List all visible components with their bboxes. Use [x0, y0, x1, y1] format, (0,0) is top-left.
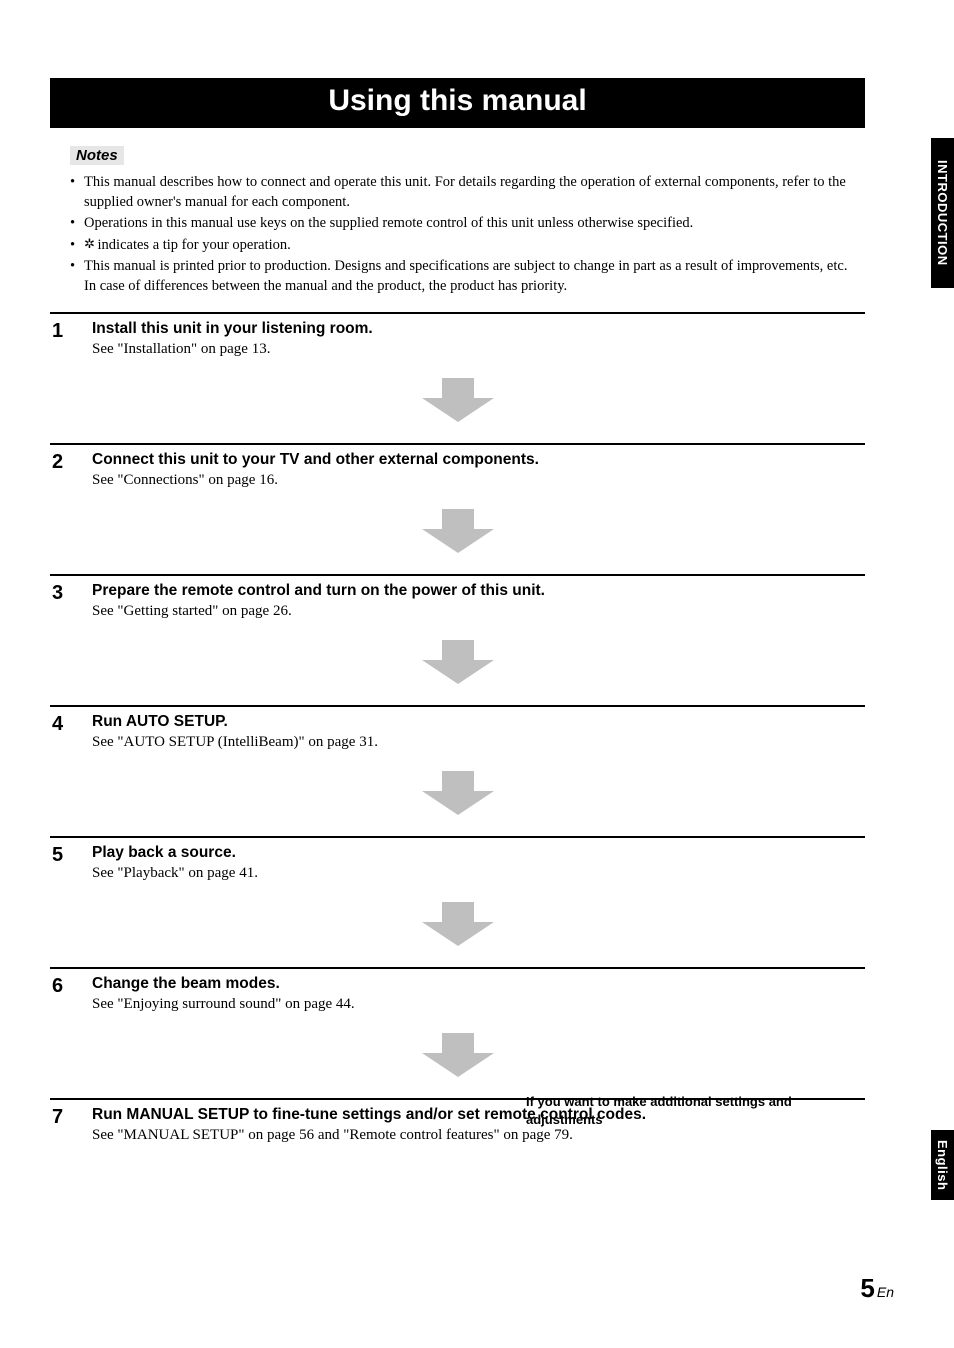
down-arrow-icon: [422, 771, 494, 815]
step: 3 Prepare the remote control and turn on…: [50, 574, 865, 705]
step: 6 Change the beam modes. See "Enjoying s…: [50, 967, 865, 1098]
step: 5 Play back a source. See "Playback" on …: [50, 836, 865, 967]
note-text: This manual is printed prior to producti…: [84, 257, 860, 296]
step-number: 7: [50, 1106, 92, 1144]
step-row: 1 Install this unit in your listening ro…: [50, 320, 865, 358]
page-number: 5En: [860, 1273, 894, 1304]
step-reference: See "Getting started" on page 26.: [92, 603, 865, 620]
step-row: 5 Play back a source. See "Playback" on …: [50, 844, 865, 882]
step: 1 Install this unit in your listening ro…: [50, 312, 865, 443]
step-number: 2: [50, 451, 92, 489]
page-number-value: 5: [860, 1273, 874, 1303]
notes-label: Notes: [70, 146, 124, 165]
step-body: Play back a source. See "Playback" on pa…: [92, 844, 865, 882]
note-item: • This manual is printed prior to produc…: [70, 257, 860, 296]
step-reference: See "Enjoying surround sound" on page 44…: [92, 996, 865, 1013]
step-body: Change the beam modes. See "Enjoying sur…: [92, 975, 865, 1013]
notes-list: • This manual describes how to connect a…: [70, 173, 860, 296]
arrow-wrap: [50, 751, 865, 836]
step-number: 4: [50, 713, 92, 751]
step-row: 2 Connect this unit to your TV and other…: [50, 451, 865, 489]
step-row: 4 Run AUTO SETUP. See "AUTO SETUP (Intel…: [50, 713, 865, 751]
manual-page: Using this manual Notes • This manual de…: [0, 0, 954, 1348]
bullet-icon: •: [70, 173, 84, 212]
arrow-wrap: [50, 620, 865, 705]
step-row: 3 Prepare the remote control and turn on…: [50, 582, 865, 620]
step-reference: See "AUTO SETUP (IntelliBeam)" on page 3…: [92, 734, 865, 751]
bullet-icon: •: [70, 236, 84, 256]
bullet-icon: •: [70, 257, 84, 296]
step-number: 1: [50, 320, 92, 358]
note-item: • Operations in this manual use keys on …: [70, 214, 860, 234]
page-number-suffix: En: [877, 1284, 894, 1300]
additional-settings-note: If you want to make additional settings …: [526, 1093, 806, 1128]
step-number: 6: [50, 975, 92, 1013]
step-row: 6 Change the beam modes. See "Enjoying s…: [50, 975, 865, 1013]
arrow-wrap: [50, 358, 865, 443]
step-reference: See "Connections" on page 16.: [92, 472, 865, 489]
step-body: Run AUTO SETUP. See "AUTO SETUP (Intelli…: [92, 713, 865, 751]
down-arrow-icon: [422, 1033, 494, 1077]
note-text: This manual describes how to connect and…: [84, 173, 860, 212]
down-arrow-icon: [422, 378, 494, 422]
step-title: Prepare the remote control and turn on t…: [92, 582, 865, 600]
note-item: • This manual describes how to connect a…: [70, 173, 860, 212]
note-text: Operations in this manual use keys on th…: [84, 214, 860, 234]
note-text: ✲ indicates a tip for your operation.: [84, 236, 860, 256]
note-item: • ✲ indicates a tip for your operation.: [70, 236, 860, 256]
step-reference: See "MANUAL SETUP" on page 56 and "Remot…: [92, 1127, 865, 1144]
step-number: 3: [50, 582, 92, 620]
arrow-wrap: [50, 1013, 865, 1098]
step-title: Install this unit in your listening room…: [92, 320, 865, 338]
step-reference: See "Installation" on page 13.: [92, 341, 865, 358]
steps-container: 1 Install this unit in your listening ro…: [50, 312, 865, 1154]
note-text-inner: indicates a tip for your operation.: [98, 237, 291, 253]
down-arrow-icon: [422, 640, 494, 684]
language-tab-english: English: [931, 1130, 954, 1200]
arrow-wrap: [50, 882, 865, 967]
tip-icon: ✲: [84, 236, 94, 251]
step-title: Run AUTO SETUP.: [92, 713, 865, 731]
page-title: Using this manual: [328, 84, 586, 117]
down-arrow-icon: [422, 509, 494, 553]
step: 4 Run AUTO SETUP. See "AUTO SETUP (Intel…: [50, 705, 865, 836]
step-title: Change the beam modes.: [92, 975, 865, 993]
step-title: Play back a source.: [92, 844, 865, 862]
down-arrow-icon: [422, 902, 494, 946]
step-body: Prepare the remote control and turn on t…: [92, 582, 865, 620]
step-body: Connect this unit to your TV and other e…: [92, 451, 865, 489]
spacer: [50, 1144, 865, 1154]
arrow-wrap: [50, 489, 865, 574]
step: 2 Connect this unit to your TV and other…: [50, 443, 865, 574]
step-number: 5: [50, 844, 92, 882]
page-title-bar: Using this manual: [50, 78, 865, 128]
section-tab-introduction: INTRODUCTION: [931, 138, 954, 288]
step-title: Connect this unit to your TV and other e…: [92, 451, 865, 469]
bullet-icon: •: [70, 214, 84, 234]
step-body: Install this unit in your listening room…: [92, 320, 865, 358]
step-reference: See "Playback" on page 41.: [92, 865, 865, 882]
